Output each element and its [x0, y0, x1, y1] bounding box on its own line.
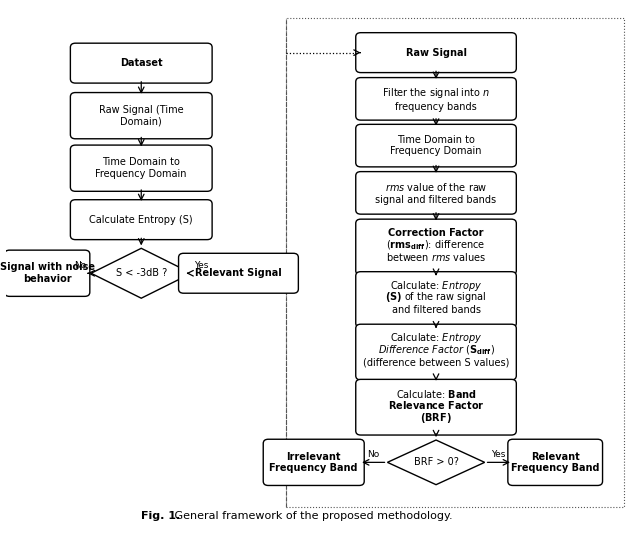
- Text: Calculate: $\mathbf{Band}$: Calculate: $\mathbf{Band}$: [396, 388, 477, 399]
- Text: Time Domain to
Frequency Domain: Time Domain to Frequency Domain: [95, 158, 187, 179]
- FancyBboxPatch shape: [70, 43, 212, 83]
- FancyBboxPatch shape: [356, 324, 516, 380]
- Text: $rms$ value of the raw
signal and filtered bands: $rms$ value of the raw signal and filter…: [376, 181, 497, 205]
- Text: No: No: [74, 261, 86, 270]
- Text: $\mathbf{Relevance\ Factor}$: $\mathbf{Relevance\ Factor}$: [388, 399, 484, 411]
- FancyBboxPatch shape: [356, 172, 516, 214]
- FancyBboxPatch shape: [356, 379, 516, 435]
- FancyBboxPatch shape: [356, 78, 516, 120]
- Text: Irrelevant
Frequency Band: Irrelevant Frequency Band: [269, 451, 358, 473]
- Text: Filter the signal into $n$
frequency bands: Filter the signal into $n$ frequency ban…: [382, 86, 490, 111]
- Text: Signal with noise
behavior: Signal with noise behavior: [0, 263, 95, 284]
- Text: Raw Signal: Raw Signal: [406, 48, 467, 58]
- Text: Relevant
Frequency Band: Relevant Frequency Band: [511, 451, 600, 473]
- Polygon shape: [387, 440, 484, 485]
- Text: Raw Signal (Time
Domain): Raw Signal (Time Domain): [99, 105, 184, 126]
- FancyBboxPatch shape: [356, 219, 516, 275]
- Text: No: No: [367, 450, 380, 459]
- Text: Yes: Yes: [194, 261, 208, 270]
- Text: Fig. 1.: Fig. 1.: [141, 511, 180, 521]
- Polygon shape: [91, 248, 191, 298]
- FancyBboxPatch shape: [70, 200, 212, 240]
- Text: Correction Factor: Correction Factor: [388, 228, 484, 239]
- Text: General framework of the proposed methodology.: General framework of the proposed method…: [172, 511, 453, 521]
- FancyBboxPatch shape: [508, 439, 602, 486]
- FancyBboxPatch shape: [179, 254, 298, 293]
- Text: (difference between S values): (difference between S values): [363, 358, 509, 368]
- Text: Dataset: Dataset: [120, 58, 163, 68]
- Text: $\mathit{Difference\ Factor}$ ($\mathbf{S_{diff}}$): $\mathit{Difference\ Factor}$ ($\mathbf{…: [378, 343, 495, 357]
- FancyBboxPatch shape: [356, 33, 516, 72]
- Text: Relevant Signal: Relevant Signal: [195, 268, 282, 278]
- Text: and filtered bands: and filtered bands: [392, 305, 481, 315]
- Text: Calculate: $\mathit{Entropy}$: Calculate: $\mathit{Entropy}$: [390, 331, 482, 345]
- FancyBboxPatch shape: [356, 124, 516, 167]
- Text: Calculate: $\mathit{Entropy}$: Calculate: $\mathit{Entropy}$: [390, 279, 482, 293]
- FancyBboxPatch shape: [356, 272, 516, 327]
- FancyBboxPatch shape: [4, 250, 90, 296]
- FancyBboxPatch shape: [70, 145, 212, 191]
- Text: Calculate Entropy (S): Calculate Entropy (S): [90, 215, 193, 225]
- Text: ($\mathbf{rms_{diff}}$): difference: ($\mathbf{rms_{diff}}$): difference: [387, 238, 486, 252]
- Text: $\mathbf{(BRF)}$: $\mathbf{(BRF)}$: [420, 411, 452, 425]
- Text: between $rms$ values: between $rms$ values: [386, 251, 486, 264]
- Text: Time Domain to
Frequency Domain: Time Domain to Frequency Domain: [390, 135, 482, 157]
- FancyBboxPatch shape: [263, 439, 364, 486]
- FancyBboxPatch shape: [70, 93, 212, 139]
- Text: BRF > 0?: BRF > 0?: [413, 457, 458, 467]
- Text: Yes: Yes: [492, 450, 506, 459]
- Text: S < -3dB ?: S < -3dB ?: [116, 268, 167, 278]
- Text: $\mathbf{(S)}$ of the raw signal: $\mathbf{(S)}$ of the raw signal: [385, 291, 487, 304]
